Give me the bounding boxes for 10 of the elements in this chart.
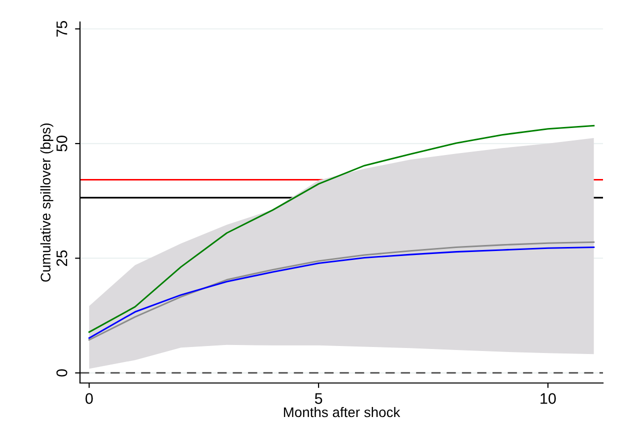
- x-axis-title: Months after shock: [284, 406, 400, 418]
- x-tick-label: 0: [86, 393, 93, 404]
- y-tick-label: 50: [56, 136, 68, 152]
- x-tick-label: 10: [540, 393, 556, 404]
- y-tick-label: 0: [56, 369, 68, 377]
- y-axis-title: Cumulative spillover (bps): [40, 123, 54, 282]
- line-series: [88, 124, 595, 333]
- x-tick-label: 5: [314, 393, 322, 404]
- y-tick-label: 25: [56, 250, 68, 266]
- y-tick-label: 75: [56, 21, 68, 37]
